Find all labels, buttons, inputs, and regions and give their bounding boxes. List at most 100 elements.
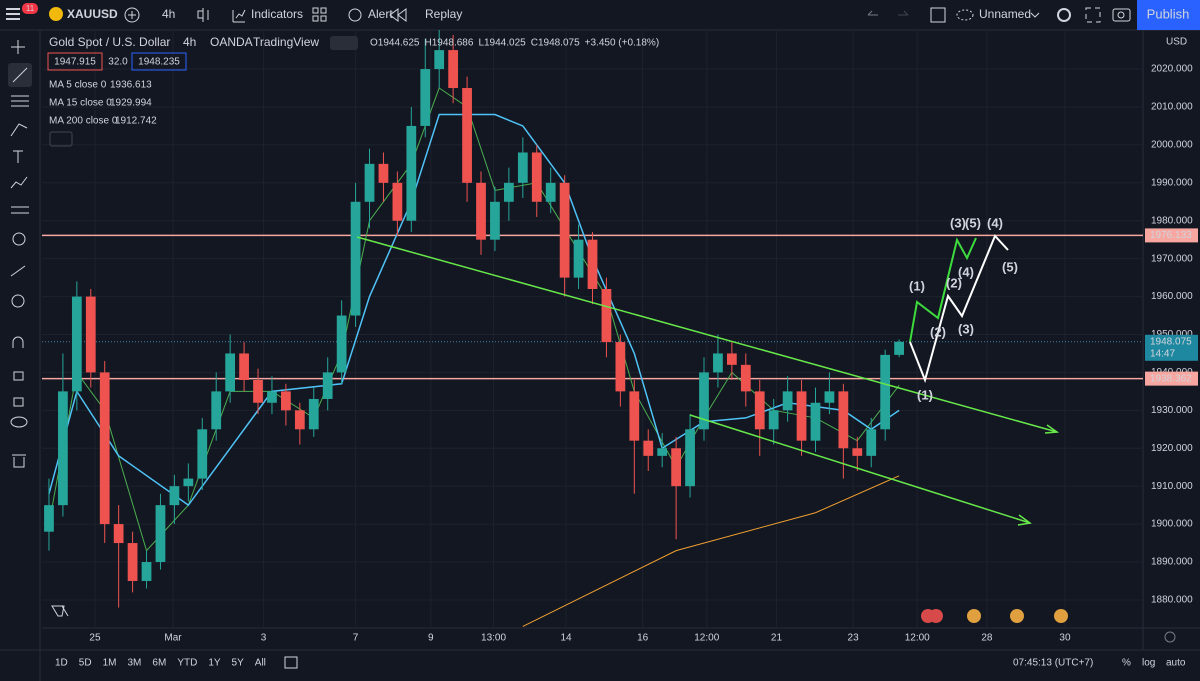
candle-body <box>294 410 305 430</box>
candle-body <box>336 315 347 373</box>
candle-body <box>420 69 431 126</box>
candle-body <box>308 398 319 430</box>
wave-label[interactable]: (2) <box>930 324 946 339</box>
legend-title: Gold Spot / U.S. Dollar <box>49 35 170 49</box>
candle-body <box>685 429 695 487</box>
candle-body <box>615 342 626 392</box>
indicators-button[interactable]: Indicators <box>251 7 303 21</box>
range-button[interactable]: YTD <box>177 658 197 669</box>
wave-label[interactable]: (5) <box>965 215 981 230</box>
y-tick-label: 1890.000 <box>1151 557 1193 568</box>
wave-label[interactable]: (3) <box>958 321 974 336</box>
y-tick-label: 1880.000 <box>1151 595 1193 606</box>
candle-body <box>824 391 835 403</box>
alert-button[interactable]: Alert <box>368 7 393 21</box>
candle-body <box>211 391 222 430</box>
log-toggle[interactable]: log <box>1142 658 1155 669</box>
candle-body <box>768 410 779 430</box>
replay-button[interactable]: Replay <box>425 7 462 21</box>
wave-path[interactable] <box>909 234 1009 384</box>
wave-path[interactable] <box>909 237 977 343</box>
ask-price[interactable]: 1948.235 <box>138 57 180 68</box>
y-tick-label: 1900.000 <box>1151 519 1193 530</box>
price-tag <box>1145 228 1198 243</box>
range-button[interactable]: 6M <box>152 658 166 669</box>
candle-body <box>267 391 277 403</box>
candle-body <box>629 391 640 441</box>
wave-label[interactable]: (2) <box>946 275 962 290</box>
menu-icon[interactable] <box>6 8 20 10</box>
candle-body <box>866 429 877 456</box>
x-tick-label: 12:00 <box>905 633 930 644</box>
candle-body <box>253 380 263 403</box>
symbol[interactable]: XAUUSD <box>67 7 118 21</box>
date-range-icon[interactable] <box>284 656 298 669</box>
x-tick-label: 14 <box>560 633 572 644</box>
wave-label[interactable]: (3) <box>950 215 966 230</box>
moving-average <box>522 475 900 627</box>
trendline[interactable] <box>689 414 1031 524</box>
plot-area <box>42 30 1143 628</box>
candle-body <box>476 182 486 240</box>
clock: 07:45:13 (UTC+7) <box>1013 658 1093 669</box>
candle-body <box>281 391 291 411</box>
ohlc-value: O1944.625 <box>370 38 420 49</box>
range-button[interactable]: All <box>255 658 266 669</box>
candle-body <box>462 88 472 183</box>
y-tick-label: 2000.000 <box>1151 140 1193 151</box>
wave-label[interactable]: (4) <box>987 215 1003 230</box>
publish-button[interactable] <box>1137 0 1200 30</box>
ma-legend-value: 1929.994 <box>110 98 152 109</box>
last-price-label: 1948.075 <box>1150 336 1192 347</box>
wave-label[interactable]: (4) <box>958 264 974 279</box>
candle-body <box>559 182 570 278</box>
candle-body <box>894 341 904 355</box>
range-button[interactable]: 3M <box>128 658 142 669</box>
last-price-tag <box>1145 334 1198 361</box>
wave-label[interactable]: (1) <box>909 278 925 293</box>
ma-legend-name: MA 200 close 0 <box>49 116 118 127</box>
range-button[interactable]: 5Y <box>232 658 245 669</box>
interval[interactable]: 4h <box>162 7 175 21</box>
candle-body <box>490 201 500 240</box>
legend: Gold Spot / U.S. Dollar 4h OANDA Trading… <box>47 35 358 147</box>
countdown: 14:47 <box>1150 348 1175 359</box>
percent-toggle[interactable]: % <box>1122 658 1131 669</box>
candle-body <box>754 391 765 430</box>
y-tick-label: 1980.000 <box>1151 215 1193 226</box>
x-tick-label: 21 <box>771 633 783 644</box>
ohlc-value: C1948.075 <box>531 38 580 49</box>
y-tick-label: 1950.000 <box>1151 329 1193 340</box>
candle-body <box>364 163 375 202</box>
range-button[interactable]: 5D <box>79 658 92 669</box>
x-tick-label: 12:00 <box>694 633 719 644</box>
candle-body <box>197 429 208 479</box>
ma-legend-value: 1936.613 <box>110 80 152 91</box>
range-button[interactable]: 1Y <box>208 658 221 669</box>
candle-body <box>726 353 737 365</box>
range-button[interactable]: 1D <box>55 658 68 669</box>
moving-average <box>48 113 900 507</box>
x-tick-label: 9 <box>428 633 434 644</box>
bid-price[interactable]: 1947.915 <box>54 57 96 68</box>
candle-body <box>601 288 612 343</box>
axes: USD <box>0 30 1200 651</box>
auto-toggle[interactable]: auto <box>1166 658 1186 669</box>
ma-legend-name: MA 5 close 0 <box>49 80 107 91</box>
candle-body <box>643 440 654 456</box>
notification-badge: 11 <box>26 4 35 13</box>
publish-label: Publish <box>1147 6 1190 21</box>
wave-label[interactable]: (5) <box>1002 259 1018 274</box>
wave-label[interactable]: (1) <box>917 387 933 402</box>
trendline[interactable] <box>356 236 1058 433</box>
candle-body <box>699 372 709 430</box>
x-tick-label: 25 <box>89 633 101 644</box>
left-toolbar <box>8 30 41 681</box>
candle-body <box>58 391 68 506</box>
ma-legend-name: MA 15 close 0 <box>49 98 112 109</box>
layout-name[interactable]: Unnamed <box>979 7 1031 21</box>
y-tick-label: 1960.000 <box>1151 291 1193 302</box>
overlay: (1) (2) (3) (4) (5) (1) (2) (3) (4) (5) <box>51 215 1068 623</box>
candle-body <box>392 182 403 221</box>
range-button[interactable]: 1M <box>103 658 117 669</box>
